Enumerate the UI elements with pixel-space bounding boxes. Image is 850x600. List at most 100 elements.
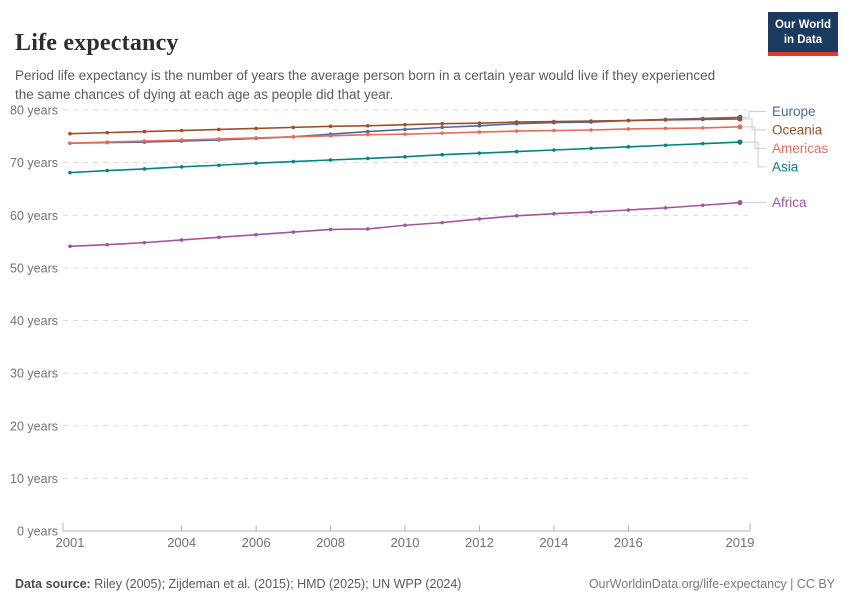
y-axis-tick-label: 50 years xyxy=(10,261,58,275)
data-point xyxy=(737,139,743,145)
x-axis-tick-label: 2010 xyxy=(391,535,420,550)
data-point xyxy=(552,148,556,152)
data-source-note: Data source: Riley (2005); Zijdeman et a… xyxy=(15,577,461,591)
data-point xyxy=(254,161,258,165)
data-point xyxy=(440,131,445,135)
data-point xyxy=(291,135,296,139)
data-point xyxy=(254,232,258,237)
y-axis-tick-label: 30 years xyxy=(10,367,58,381)
legend-leader-line xyxy=(742,110,766,118)
data-point xyxy=(142,240,147,245)
data-point xyxy=(365,156,370,161)
data-point xyxy=(440,220,445,225)
data-point xyxy=(179,128,184,133)
series-line-asia[interactable] xyxy=(68,139,743,175)
x-axis-tick-label: 2019 xyxy=(726,535,755,550)
data-point xyxy=(552,128,556,133)
legend-label-oceania[interactable]: Oceania xyxy=(772,122,823,137)
y-axis-tick-label: 70 years xyxy=(10,156,58,170)
series-line-africa[interactable] xyxy=(68,200,743,249)
data-point xyxy=(626,208,631,212)
data-point xyxy=(105,168,110,173)
legend-label-africa[interactable]: Africa xyxy=(772,195,807,210)
data-point xyxy=(179,138,184,142)
data-point xyxy=(365,123,370,128)
data-point xyxy=(403,127,407,132)
data-point xyxy=(477,151,482,155)
data-point xyxy=(217,235,221,240)
data-point xyxy=(105,242,110,247)
data-source-label: Data source: xyxy=(15,577,91,591)
legend-label-asia[interactable]: Asia xyxy=(772,159,799,174)
data-point xyxy=(737,200,743,206)
data-point xyxy=(477,130,482,134)
data-point xyxy=(291,159,296,164)
x-axis: 2001 2004 2006 2008 2010 2012 2014 2016 2019 xyxy=(56,523,755,550)
data-point xyxy=(291,125,296,130)
data-point xyxy=(217,127,221,132)
data-point xyxy=(663,206,668,210)
data-point xyxy=(477,217,482,221)
data-point xyxy=(626,127,631,131)
data-point xyxy=(105,140,110,144)
legend-leader-line xyxy=(742,118,766,131)
data-point xyxy=(365,132,370,137)
series-line-oceania[interactable] xyxy=(68,116,743,136)
data-point xyxy=(514,149,519,154)
data-point xyxy=(663,143,668,148)
y-gridlines: 0 years 10 years 20 years 30 years 40 years 5… xyxy=(10,104,750,539)
data-point xyxy=(552,119,556,124)
legend-leader-line xyxy=(742,126,766,149)
y-axis-tick-label: 0 years xyxy=(17,525,58,539)
data-point xyxy=(142,139,147,143)
data-point xyxy=(365,227,370,231)
x-axis-tick-label: 2004 xyxy=(167,535,196,550)
data-point xyxy=(737,116,743,122)
owid-logo-line2: in Data xyxy=(783,33,823,46)
data-point xyxy=(68,131,72,136)
data-point xyxy=(105,130,110,135)
data-point xyxy=(217,137,221,141)
data-point xyxy=(365,129,370,134)
data-point xyxy=(700,117,705,122)
legend-leader-line xyxy=(742,141,766,168)
data-point xyxy=(142,129,147,134)
data-point xyxy=(403,122,407,127)
data-point xyxy=(552,211,556,216)
data-point xyxy=(700,141,705,146)
data-source-text: Riley (2005); Zijdeman et al. (2015); HM… xyxy=(90,577,462,591)
data-point xyxy=(663,126,668,131)
data-point xyxy=(328,124,333,129)
legend-label-americas[interactable]: Americas xyxy=(772,141,829,156)
data-point xyxy=(700,203,705,208)
data-point xyxy=(68,244,72,249)
data-point xyxy=(514,120,519,124)
y-axis-tick-label: 20 years xyxy=(10,419,58,433)
chart-subtitle: Period life expectancy is the number of … xyxy=(15,67,716,102)
data-point xyxy=(179,238,184,242)
data-point xyxy=(328,133,333,138)
data-point xyxy=(477,123,482,128)
data-point xyxy=(254,126,258,131)
data-point xyxy=(179,165,184,169)
data-point xyxy=(328,158,333,162)
x-axis-tick-label: 2014 xyxy=(539,535,568,550)
y-axis-tick-label: 40 years xyxy=(10,314,58,328)
footer-link[interactable]: OurWorldinData.org/life-expectancy | CC … xyxy=(588,577,835,591)
data-point xyxy=(589,128,593,132)
data-point xyxy=(403,223,407,228)
data-point xyxy=(440,121,445,126)
data-point xyxy=(477,121,482,125)
data-point xyxy=(589,119,593,123)
x-axis-tick-label: 2016 xyxy=(614,535,643,550)
line-chart[interactable]: 0 years 10 years 20 years 30 years 40 years 5… xyxy=(0,100,850,572)
legend-label-europe[interactable]: Europe xyxy=(772,104,816,119)
data-point xyxy=(626,145,631,149)
page-title: Life expectancy xyxy=(15,30,179,57)
owid-logo[interactable]: Our World in Data xyxy=(767,12,838,56)
series-line-americas[interactable] xyxy=(68,124,743,145)
x-axis-tick-label: 2001 xyxy=(56,535,85,550)
data-point xyxy=(626,118,631,123)
data-point xyxy=(737,124,743,130)
data-point xyxy=(328,227,333,232)
